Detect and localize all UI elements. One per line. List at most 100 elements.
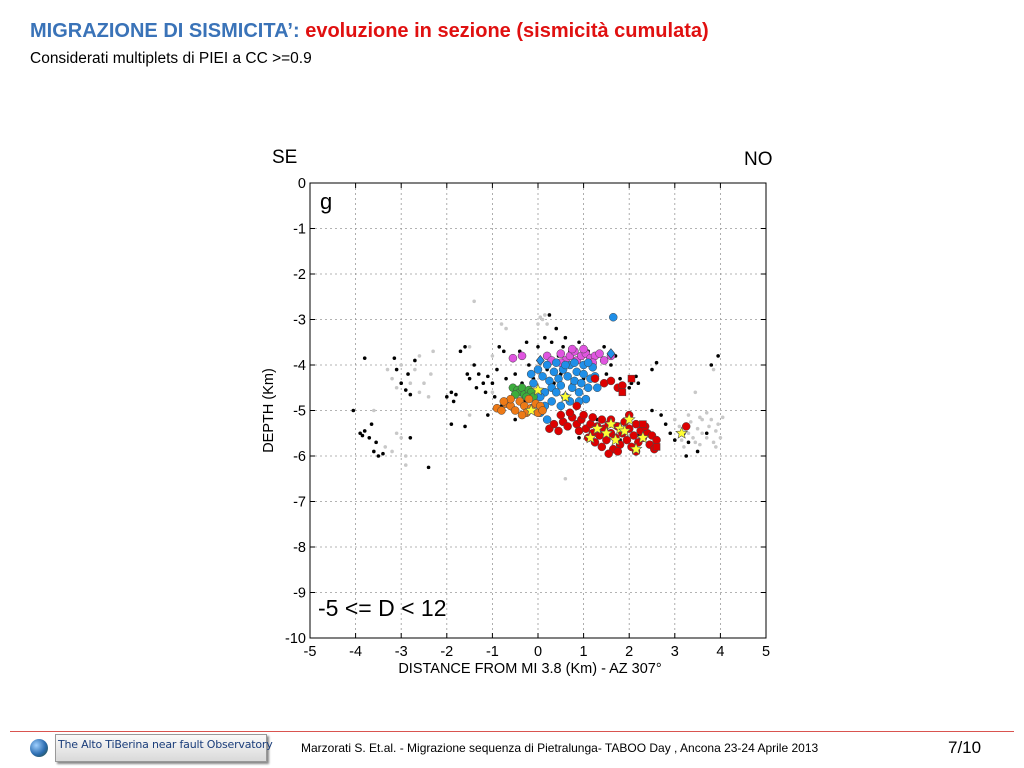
scatter-point-circle [554, 426, 563, 436]
scatter-point-dot [360, 433, 365, 438]
scatter-point-dot [688, 420, 693, 424]
scatter-point-dot [454, 392, 458, 397]
scatter-point-star [531, 383, 545, 396]
scatter-point-dot [716, 354, 720, 358]
scatter-point-dot [467, 345, 472, 349]
scatter-point-dot [714, 445, 718, 449]
scatter-point-circle [529, 378, 538, 388]
y-tick-label: -7 [293, 495, 306, 511]
scatter-point-dot [381, 451, 385, 456]
footer-citation: Marzorati S. Et.al. - Migrazione sequenz… [301, 741, 819, 755]
scatter-point-dot [714, 429, 718, 433]
scatter-point-circle [510, 406, 520, 415]
scatter-point-dot [403, 463, 408, 467]
scatter-point-circle [613, 447, 623, 456]
y-axis-label: DEPTH (Km) [261, 368, 277, 453]
y-tick-label: -9 [293, 586, 306, 602]
scatter-point-dot [372, 449, 376, 454]
scatter-point-dot [383, 445, 388, 449]
scatter-point-dot [504, 376, 508, 381]
x-axis-label: DISTANCE FROM MI 3.8 (Km) - AZ 307° [398, 661, 661, 677]
scatter-point-dot [636, 381, 641, 386]
scatter-point-dot [673, 438, 677, 442]
scatter-point-dot [372, 408, 376, 413]
y-tick-label: -4 [293, 358, 306, 374]
scatter-point-dot [609, 363, 613, 367]
scatter-point-dot [406, 372, 410, 376]
scatter-point-dot [679, 438, 684, 442]
scatter-point-star [622, 412, 636, 426]
scatter-point-dot [495, 367, 499, 372]
scatter-point-square [627, 374, 636, 383]
scatter-point-dot [513, 417, 517, 422]
scatter-point-circle [570, 358, 579, 367]
scatter-point-circle [574, 426, 584, 436]
scatter-point-dot [417, 354, 422, 358]
scatter-point-dot [408, 381, 413, 386]
scatter-point-dot [426, 395, 431, 399]
scatter-point-circle [579, 344, 588, 354]
direction-label-left: SE [272, 147, 298, 168]
scatter-point-dot [700, 431, 704, 436]
scatter-point-dot [431, 349, 435, 354]
chart-annotation: -5 <= D < 12 [318, 595, 447, 621]
y-tick-label: -8 [293, 540, 306, 556]
scatter-point-dot [554, 326, 559, 331]
scatter-point-dot [463, 424, 467, 429]
scatter-point-circle [556, 401, 566, 411]
scatter-point-circle [618, 381, 627, 390]
scatter-point-dot [663, 422, 668, 426]
x-tick-label: -4 [349, 644, 362, 660]
x-tick-label: -1 [486, 644, 499, 660]
scatter-point-circle [563, 372, 572, 381]
scatter-point-dot [709, 417, 714, 422]
scatter-point-dot [445, 395, 449, 399]
scatter-point-circle [597, 442, 607, 452]
scatter-point-circle [579, 369, 588, 379]
scatter-point-dot [449, 390, 454, 395]
scatter-point-circle [556, 381, 566, 390]
scatter-point-circle [593, 383, 602, 392]
scatter-point-dot [426, 465, 431, 470]
scatter-point-dot [490, 354, 495, 358]
scatter-point-dot [543, 313, 547, 317]
scatter-point-dot [497, 345, 502, 349]
scatter-point-dot [399, 436, 404, 440]
slide-title-part2: evoluzione in sezione (sismicità cumulat… [305, 20, 709, 42]
scatter-point-dot [408, 436, 413, 440]
scatter-point-dot [403, 454, 408, 458]
scatter-point-dot [524, 340, 529, 345]
scatter-point-dot [385, 367, 390, 372]
scatter-point-dot [513, 372, 517, 376]
scatter-point-circle [631, 419, 641, 429]
x-tick-label: 1 [580, 644, 588, 660]
scatter-point-dot [700, 417, 704, 422]
scatter-point-dot [720, 415, 725, 420]
scatter-point-circle [497, 406, 506, 415]
scatter-point-dot [659, 413, 663, 417]
y-tick-label: -10 [285, 631, 306, 647]
scatter-point-dot [650, 408, 654, 413]
scatter-point-dot [394, 385, 399, 390]
scatter-point-star [675, 426, 689, 439]
scatter-point-dot [527, 363, 531, 367]
scatter-point-circle [556, 410, 566, 420]
scatter-point-star [618, 424, 632, 437]
scatter-point-circle [579, 410, 588, 420]
y-tick-label: -2 [293, 267, 306, 283]
scatter-point-dot [673, 417, 677, 422]
scatter-point-dot [413, 367, 417, 372]
scatter-point-dot [399, 363, 404, 367]
scatter-point-star [524, 403, 538, 417]
scatter-point-dot [351, 408, 356, 413]
scatter-point-circle [547, 397, 556, 406]
scatter-point-circle [595, 349, 604, 358]
scatter-point-circle [517, 410, 527, 420]
scatter-point-dot [698, 415, 702, 420]
scatter-point-star [599, 426, 613, 439]
scatter-point-dot [408, 392, 413, 397]
scatter-point-dot [543, 335, 547, 340]
scatter-point-dot [376, 454, 381, 458]
scatter-point-circle [608, 312, 618, 322]
scatter-point-dot [686, 413, 691, 417]
